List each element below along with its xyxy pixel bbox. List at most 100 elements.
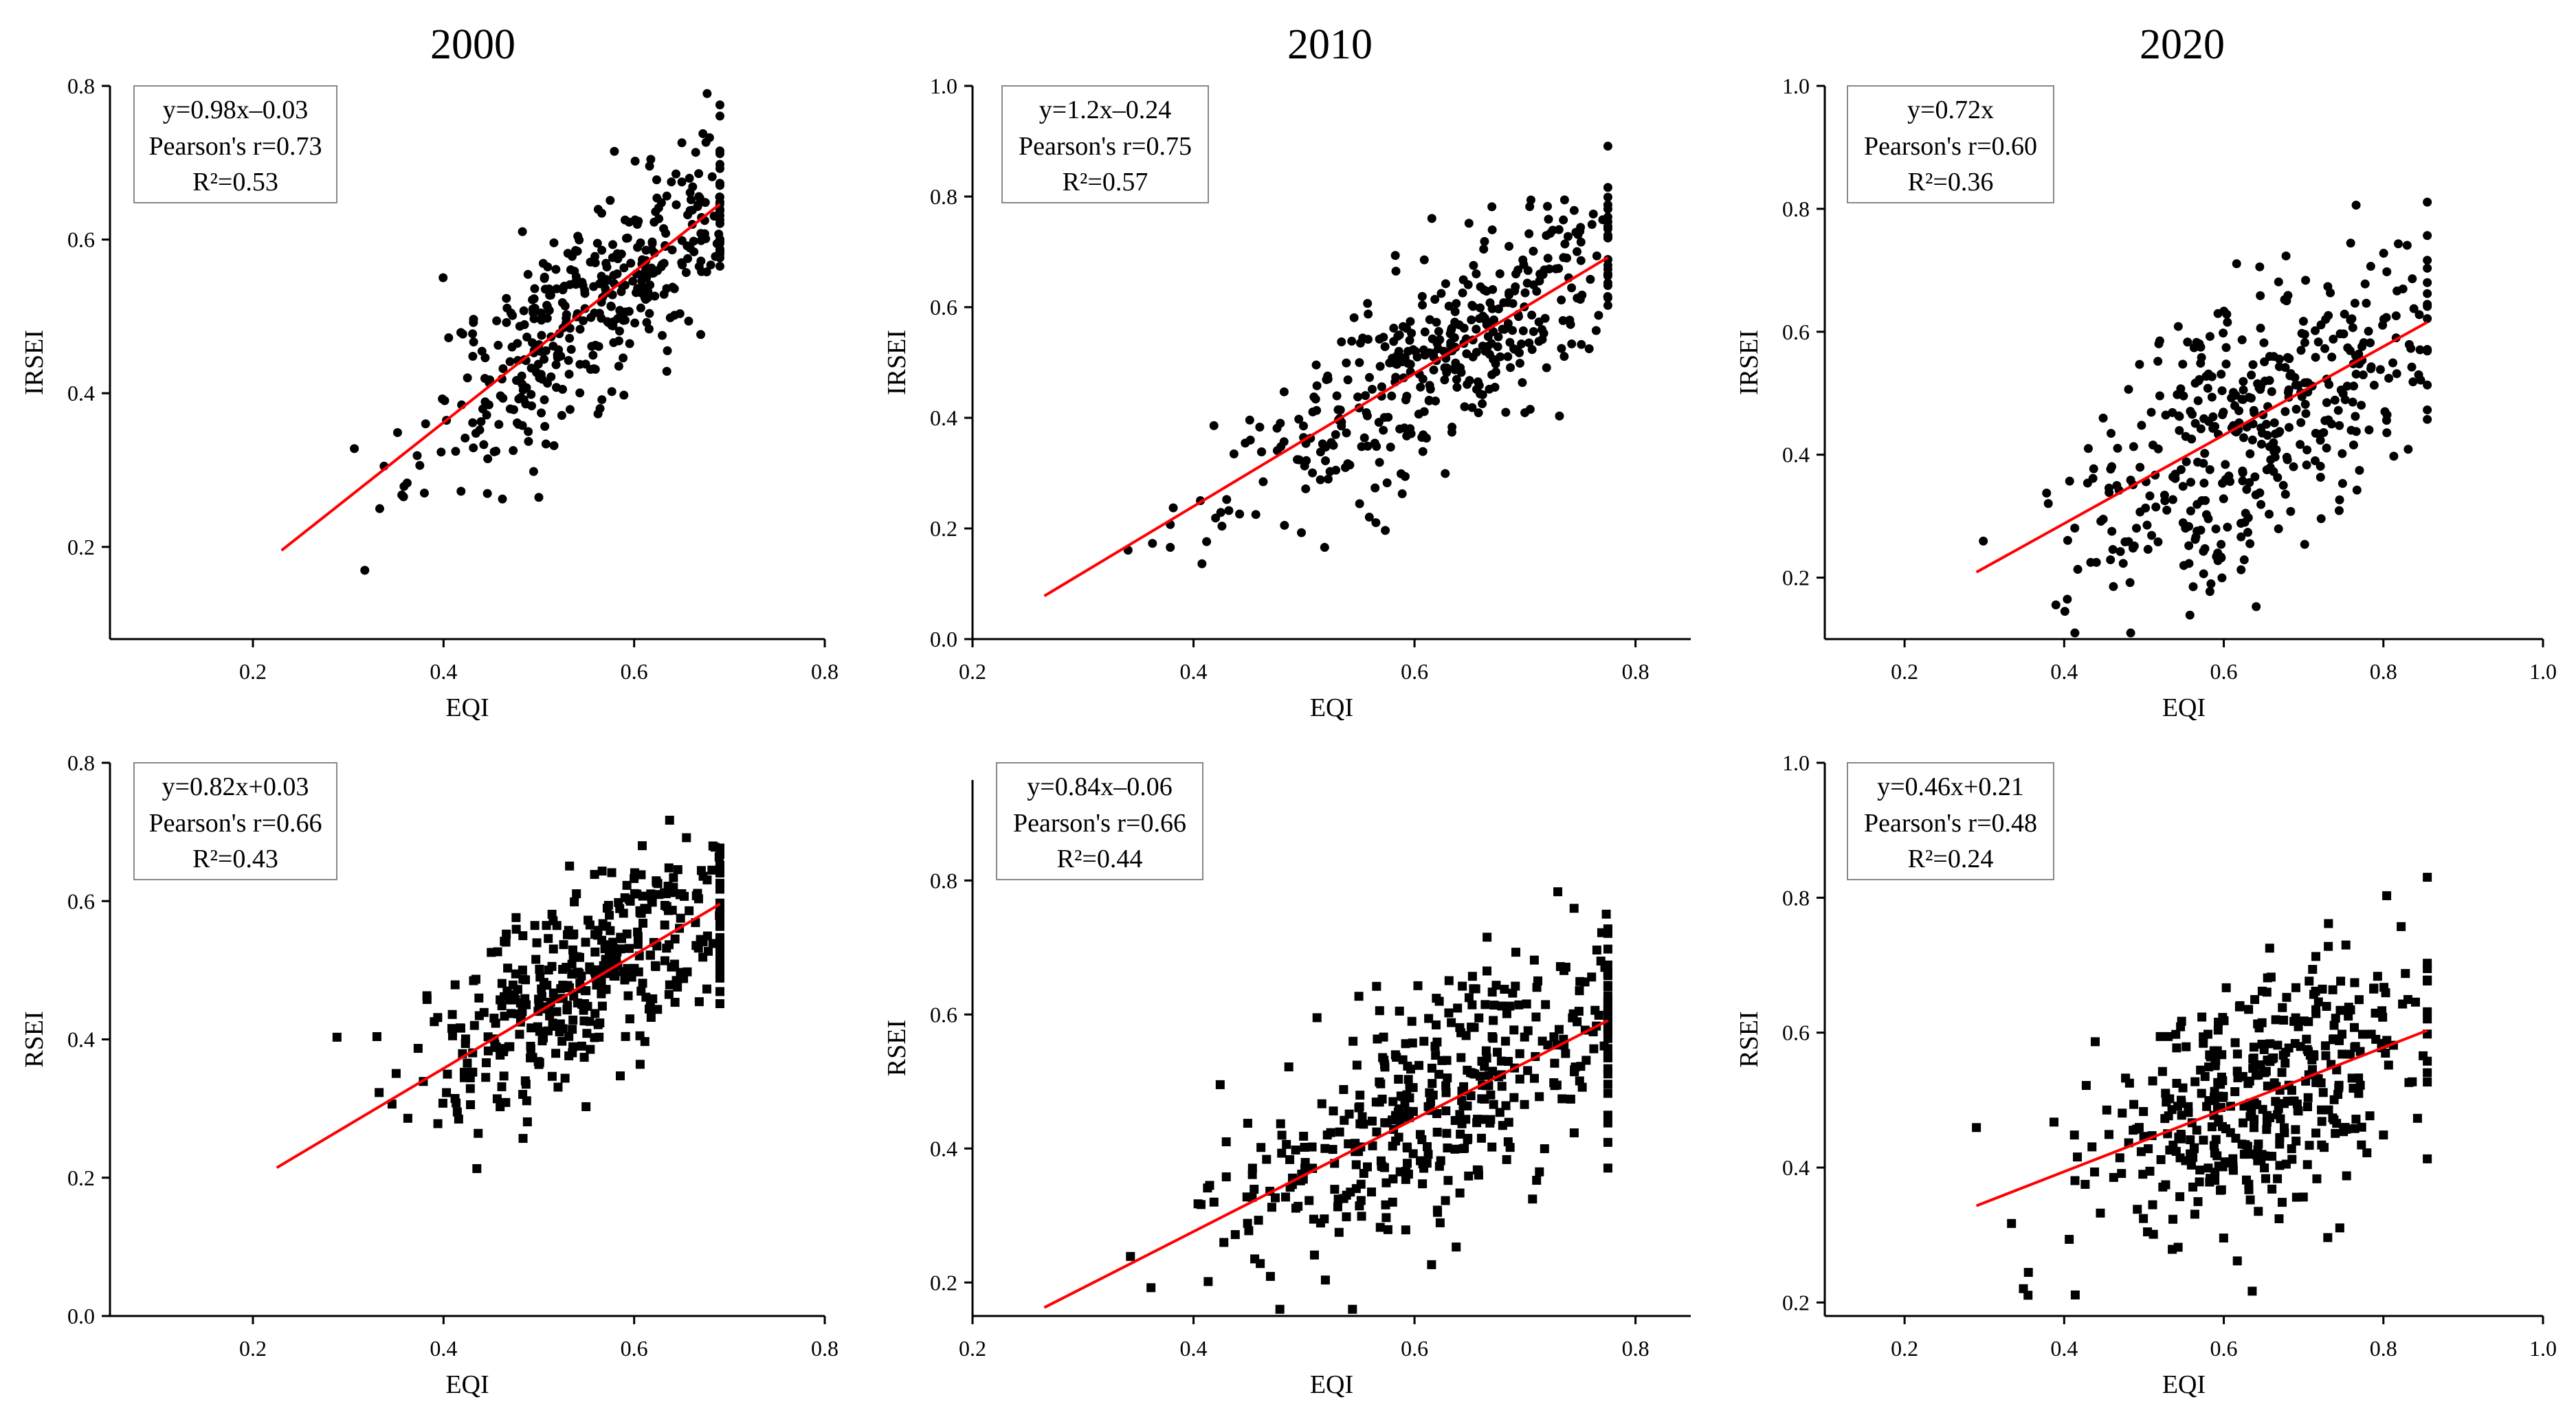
data-point: [2196, 1065, 2206, 1075]
data-point: [2408, 274, 2417, 284]
data-point: [696, 236, 706, 245]
data-point: [502, 986, 512, 996]
data-point: [1333, 1202, 1342, 1212]
data-point: [2271, 429, 2280, 438]
data-point: [2196, 359, 2206, 368]
data-point: [1450, 333, 1459, 342]
data-point: [2106, 555, 2116, 565]
scatter-points: [350, 89, 724, 575]
data-point: [1603, 1034, 1612, 1043]
data-point: [587, 342, 597, 351]
data-point: [1520, 1100, 1529, 1109]
data-point: [1403, 1075, 1413, 1084]
data-point: [2159, 490, 2169, 500]
y-tick-label: 0.0: [930, 627, 957, 651]
data-point: [1397, 489, 1407, 499]
data-point: [2326, 288, 2335, 298]
data-point: [1483, 966, 1492, 976]
data-point: [2230, 1087, 2240, 1097]
data-point: [1520, 288, 1530, 298]
data-point: [438, 1098, 447, 1108]
data-point: [1436, 1156, 1445, 1165]
data-point: [2283, 388, 2293, 397]
y-axis-label: RSEI: [882, 1020, 911, 1076]
data-point: [1428, 1079, 1437, 1089]
data-point: [433, 1013, 443, 1023]
data-point: [2197, 1012, 2207, 1022]
data-point: [1450, 317, 1460, 327]
data-point: [551, 360, 561, 370]
data-point: [1315, 475, 1325, 484]
data-point: [1474, 1013, 1484, 1023]
x-tick-label: 0.8: [2370, 1336, 2397, 1361]
data-point: [652, 175, 661, 185]
data-point: [570, 246, 580, 256]
data-point: [2239, 377, 2248, 386]
data-point: [2249, 1053, 2258, 1063]
data-point: [1505, 1001, 1515, 1011]
data-point: [2307, 1056, 2317, 1065]
data-point: [1401, 1039, 1410, 1049]
data-point: [1202, 537, 1212, 546]
data-point: [548, 988, 558, 998]
data-point: [694, 997, 704, 1007]
data-point: [2316, 514, 2326, 524]
data-point: [1414, 1060, 1424, 1070]
y-tick-label: 0.2: [67, 535, 95, 559]
data-point: [2086, 557, 2096, 567]
data-point: [586, 313, 596, 322]
data-point: [677, 889, 687, 898]
data-point: [450, 980, 460, 990]
data-point: [593, 1020, 603, 1029]
data-point: [1457, 1119, 1467, 1128]
data-point: [2414, 310, 2424, 320]
data-point: [2360, 279, 2370, 289]
data-point: [1603, 281, 1612, 291]
data-point: [1447, 1018, 1456, 1027]
data-point: [2190, 535, 2200, 544]
data-point: [1388, 1141, 1397, 1151]
data-point: [1511, 269, 1521, 279]
data-point: [1357, 442, 1366, 451]
x-tick-label: 0.2: [959, 659, 986, 684]
data-point: [2265, 1113, 2275, 1123]
data-point: [1498, 324, 1507, 334]
data-point: [1375, 1006, 1384, 1016]
data-point: [2338, 479, 2347, 489]
data-point: [1546, 228, 1555, 238]
data-point: [673, 982, 682, 992]
data-point: [2296, 440, 2305, 449]
x-tick-label: 0.6: [2210, 659, 2238, 684]
data-point: [2108, 545, 2118, 555]
data-point: [656, 198, 666, 208]
data-point: [630, 873, 639, 883]
data-point: [1573, 247, 1582, 256]
data-point: [1603, 230, 1612, 240]
data-point: [1540, 1144, 1549, 1154]
data-point: [1357, 1212, 1366, 1221]
x-tick-label: 0.2: [239, 1336, 267, 1361]
data-point: [2289, 1016, 2299, 1026]
data-point: [2070, 1290, 2080, 1299]
data-point: [560, 301, 570, 311]
data-point: [2349, 381, 2358, 391]
data-point: [677, 138, 687, 148]
data-point: [551, 1049, 561, 1058]
data-point: [568, 1015, 578, 1025]
data-point: [662, 944, 671, 953]
data-point: [540, 395, 549, 405]
data-point: [1279, 387, 1289, 397]
data-point: [2199, 1135, 2208, 1145]
data-point: [1417, 432, 1427, 442]
data-point: [2126, 628, 2135, 638]
data-point: [2365, 1111, 2375, 1121]
data-point: [1379, 425, 1388, 435]
data-point: [1543, 1040, 1553, 1050]
data-point: [2286, 506, 2296, 516]
data-point: [1375, 1223, 1385, 1232]
data-point: [597, 1001, 607, 1011]
data-point: [614, 361, 623, 371]
data-point: [1455, 1023, 1465, 1032]
data-point: [1527, 345, 1537, 355]
data-point: [555, 1027, 564, 1037]
